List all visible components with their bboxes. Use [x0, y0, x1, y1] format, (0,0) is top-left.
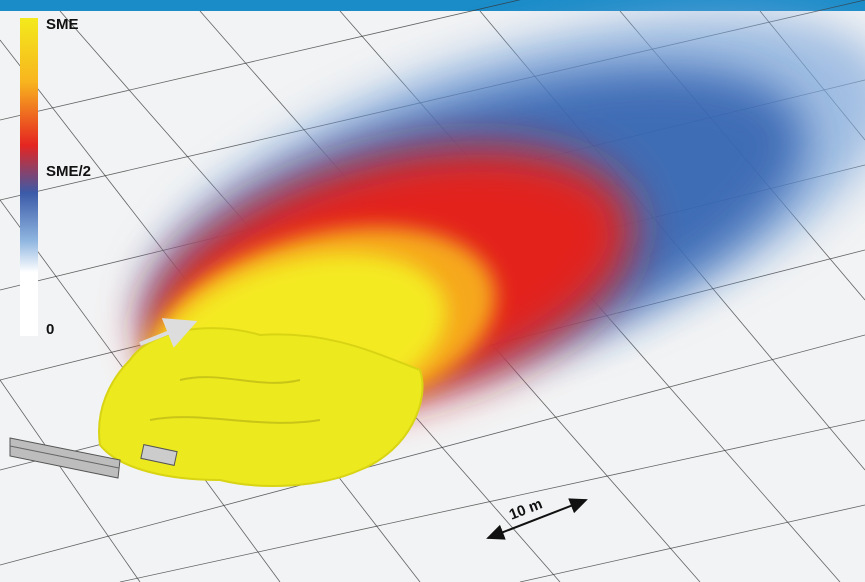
cloud-body [99, 328, 422, 486]
top-bar [0, 0, 865, 11]
colorbar [20, 18, 38, 336]
colorbar-label: SME [46, 16, 79, 33]
colorbar-label: SME/2 [46, 163, 91, 180]
colorbar-label: 0 [46, 321, 54, 338]
visualization: SME SME/2 0 10 m [0, 0, 865, 582]
